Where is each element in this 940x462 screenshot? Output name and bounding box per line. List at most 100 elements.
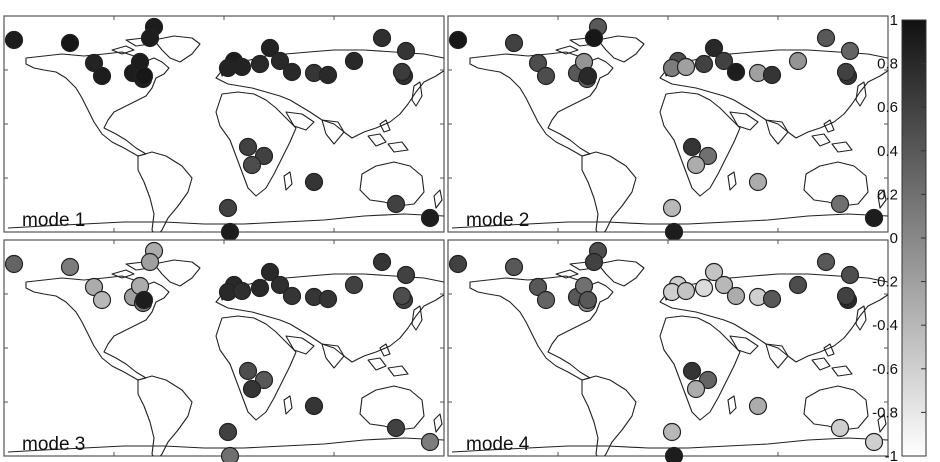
station-marker (386, 194, 406, 214)
station-marker (448, 254, 468, 274)
station-marker (816, 28, 836, 48)
station-marker (232, 281, 252, 301)
station-marker (304, 396, 324, 416)
station-marker (686, 155, 706, 175)
colorbar-tick-label: 0 (890, 230, 898, 247)
station-marker (664, 222, 684, 242)
station-marker (260, 262, 280, 282)
panel-frame (3, 239, 445, 457)
station-marker (218, 198, 238, 218)
station-marker (270, 275, 290, 295)
station-marker (676, 281, 696, 301)
station-marker (714, 275, 734, 295)
station-marker (578, 66, 598, 86)
station-marker (242, 379, 262, 399)
station-marker (836, 286, 856, 306)
station-marker (788, 51, 808, 71)
colorbar-tick-label: 1 (890, 12, 898, 29)
station-marker (664, 446, 684, 462)
station-marker (220, 446, 240, 462)
station-marker (220, 222, 240, 242)
station-marker (282, 286, 302, 306)
colorbar-tick-label: -0.2 (872, 274, 898, 291)
panel-frame (447, 15, 889, 233)
map-panel-1: mode 1 (3, 15, 445, 242)
station-marker (250, 278, 270, 298)
station-marker (836, 62, 856, 82)
station-marker (140, 252, 160, 272)
station-marker (218, 422, 238, 442)
panel-frame (3, 15, 445, 233)
station-marker (344, 51, 364, 71)
station-marker (536, 290, 556, 310)
station-marker (260, 38, 280, 58)
station-marker (392, 62, 412, 82)
station-marker (840, 265, 860, 285)
station-marker (662, 422, 682, 442)
station-marker (270, 51, 290, 71)
colorbar: 1 0.8 0.6 0.4 0.2 0 -0.2 -0.4 -0.6 -0.8 -1 (872, 12, 927, 462)
station-marker (4, 30, 24, 50)
station-marker (762, 289, 782, 309)
station-marker (232, 57, 252, 77)
station-marker (578, 290, 598, 310)
colorbar-tick-label: -0.6 (872, 361, 898, 378)
station-marker (396, 41, 416, 61)
station-marker (134, 290, 154, 310)
station-marker (704, 262, 724, 282)
station-marker (304, 172, 324, 192)
colorbar-tick-label: 0.6 (877, 99, 898, 116)
station-marker (830, 194, 850, 214)
colorbar-tick-label: 0.8 (877, 56, 898, 73)
mode-label: mode 2 (466, 210, 529, 231)
station-marker (864, 432, 884, 452)
station-marker (92, 66, 112, 86)
station-marker (726, 62, 746, 82)
station-marker (84, 53, 104, 73)
station-marker (372, 252, 392, 272)
station-marker (682, 361, 702, 381)
colorbar-tick-label: -0.8 (872, 404, 898, 421)
panel-frame (447, 239, 889, 457)
station-marker (762, 65, 782, 85)
station-marker (584, 28, 604, 48)
station-marker (748, 396, 768, 416)
station-marker (528, 53, 548, 73)
station-marker (420, 208, 440, 228)
colorbar-ticks: 1 0.8 0.6 0.4 0.2 0 -0.2 -0.4 -0.6 -0.8 -1 (872, 12, 926, 462)
colorbar-tick-label: -0.4 (872, 317, 898, 334)
colorbar-tick-label: -1 (885, 448, 898, 462)
station-marker (250, 54, 270, 74)
map-panel-2: mode 2 (447, 15, 889, 242)
station-marker (238, 361, 258, 381)
station-marker (372, 28, 392, 48)
station-marker (4, 254, 24, 274)
station-marker (386, 418, 406, 438)
station-marker (318, 289, 338, 309)
station-marker (714, 51, 734, 71)
colorbar-tick-label: 0.4 (877, 143, 898, 160)
mode-label: mode 4 (466, 434, 530, 455)
station-marker (748, 172, 768, 192)
station-marker (584, 252, 604, 272)
station-marker (536, 66, 556, 86)
station-marker (140, 28, 160, 48)
station-marker (676, 57, 696, 77)
station-marker (504, 33, 524, 53)
station-marker (134, 66, 154, 86)
map-panel-3: mode 3 (3, 239, 445, 462)
station-marker (788, 275, 808, 295)
station-marker (686, 379, 706, 399)
station-marker (840, 41, 860, 61)
station-marker (694, 278, 714, 298)
station-marker (420, 432, 440, 452)
map-panel-4: mode 4 (447, 239, 889, 462)
station-marker (396, 265, 416, 285)
station-marker (344, 275, 364, 295)
mode-label: mode 1 (22, 210, 85, 231)
station-marker (242, 155, 262, 175)
colorbar-tick-label: 0.2 (877, 186, 898, 203)
station-marker (816, 252, 836, 272)
station-marker (682, 137, 702, 157)
station-marker (318, 65, 338, 85)
